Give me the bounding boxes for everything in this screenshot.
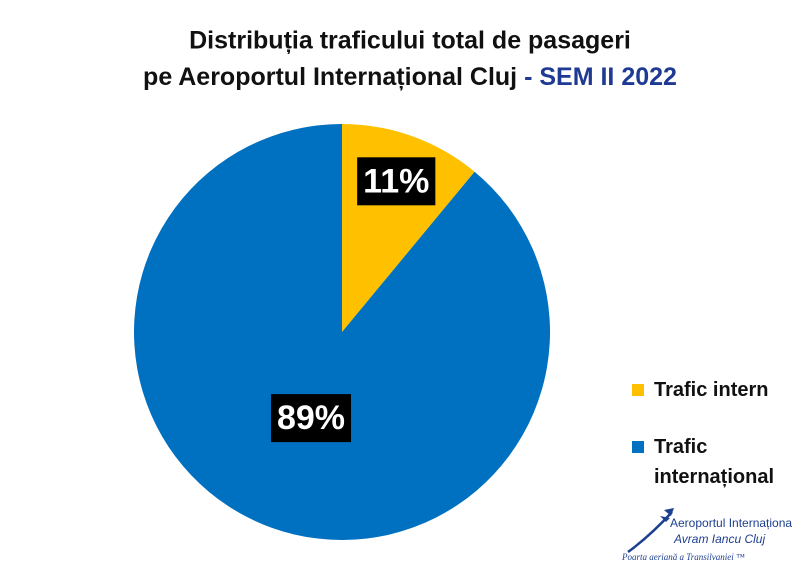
data-label-box — [270, 394, 352, 443]
pie-slice — [134, 124, 550, 540]
legend-item: Trafic intern — [632, 375, 772, 405]
legend-label: Trafic internațional — [654, 436, 775, 488]
title-line: pe Aeroportul Internațional Cluj — [143, 63, 517, 91]
logo-text: Avram Iancu Cluj — [674, 532, 766, 546]
legend-item: Trafic internațional — [632, 432, 775, 492]
legend-swatch — [632, 384, 644, 396]
chart-title: Distribuția traficului total de pasageri — [189, 27, 631, 55]
chart-title: pe Aeroportul Internațional Cluj - SEM I… — [143, 63, 677, 91]
data-label-box — [357, 157, 436, 206]
data-label: 89% — [277, 399, 345, 437]
logo-tagline: Poarta aeriană a Transilvaniei ™ — [622, 552, 745, 562]
legend-swatch — [632, 441, 644, 453]
legend-label: Trafic intern — [654, 379, 769, 401]
logo-icon — [627, 508, 674, 554]
pie: 11% 89% — [134, 124, 550, 540]
data-label: 11% — [363, 162, 429, 200]
logo: Aeroportul Internaționa Avram Iancu Cluj… — [620, 506, 806, 568]
chart-subtitle: - SEM II 2022 — [524, 63, 677, 91]
logo-text: Aeroportul Internaționa — [670, 516, 793, 530]
